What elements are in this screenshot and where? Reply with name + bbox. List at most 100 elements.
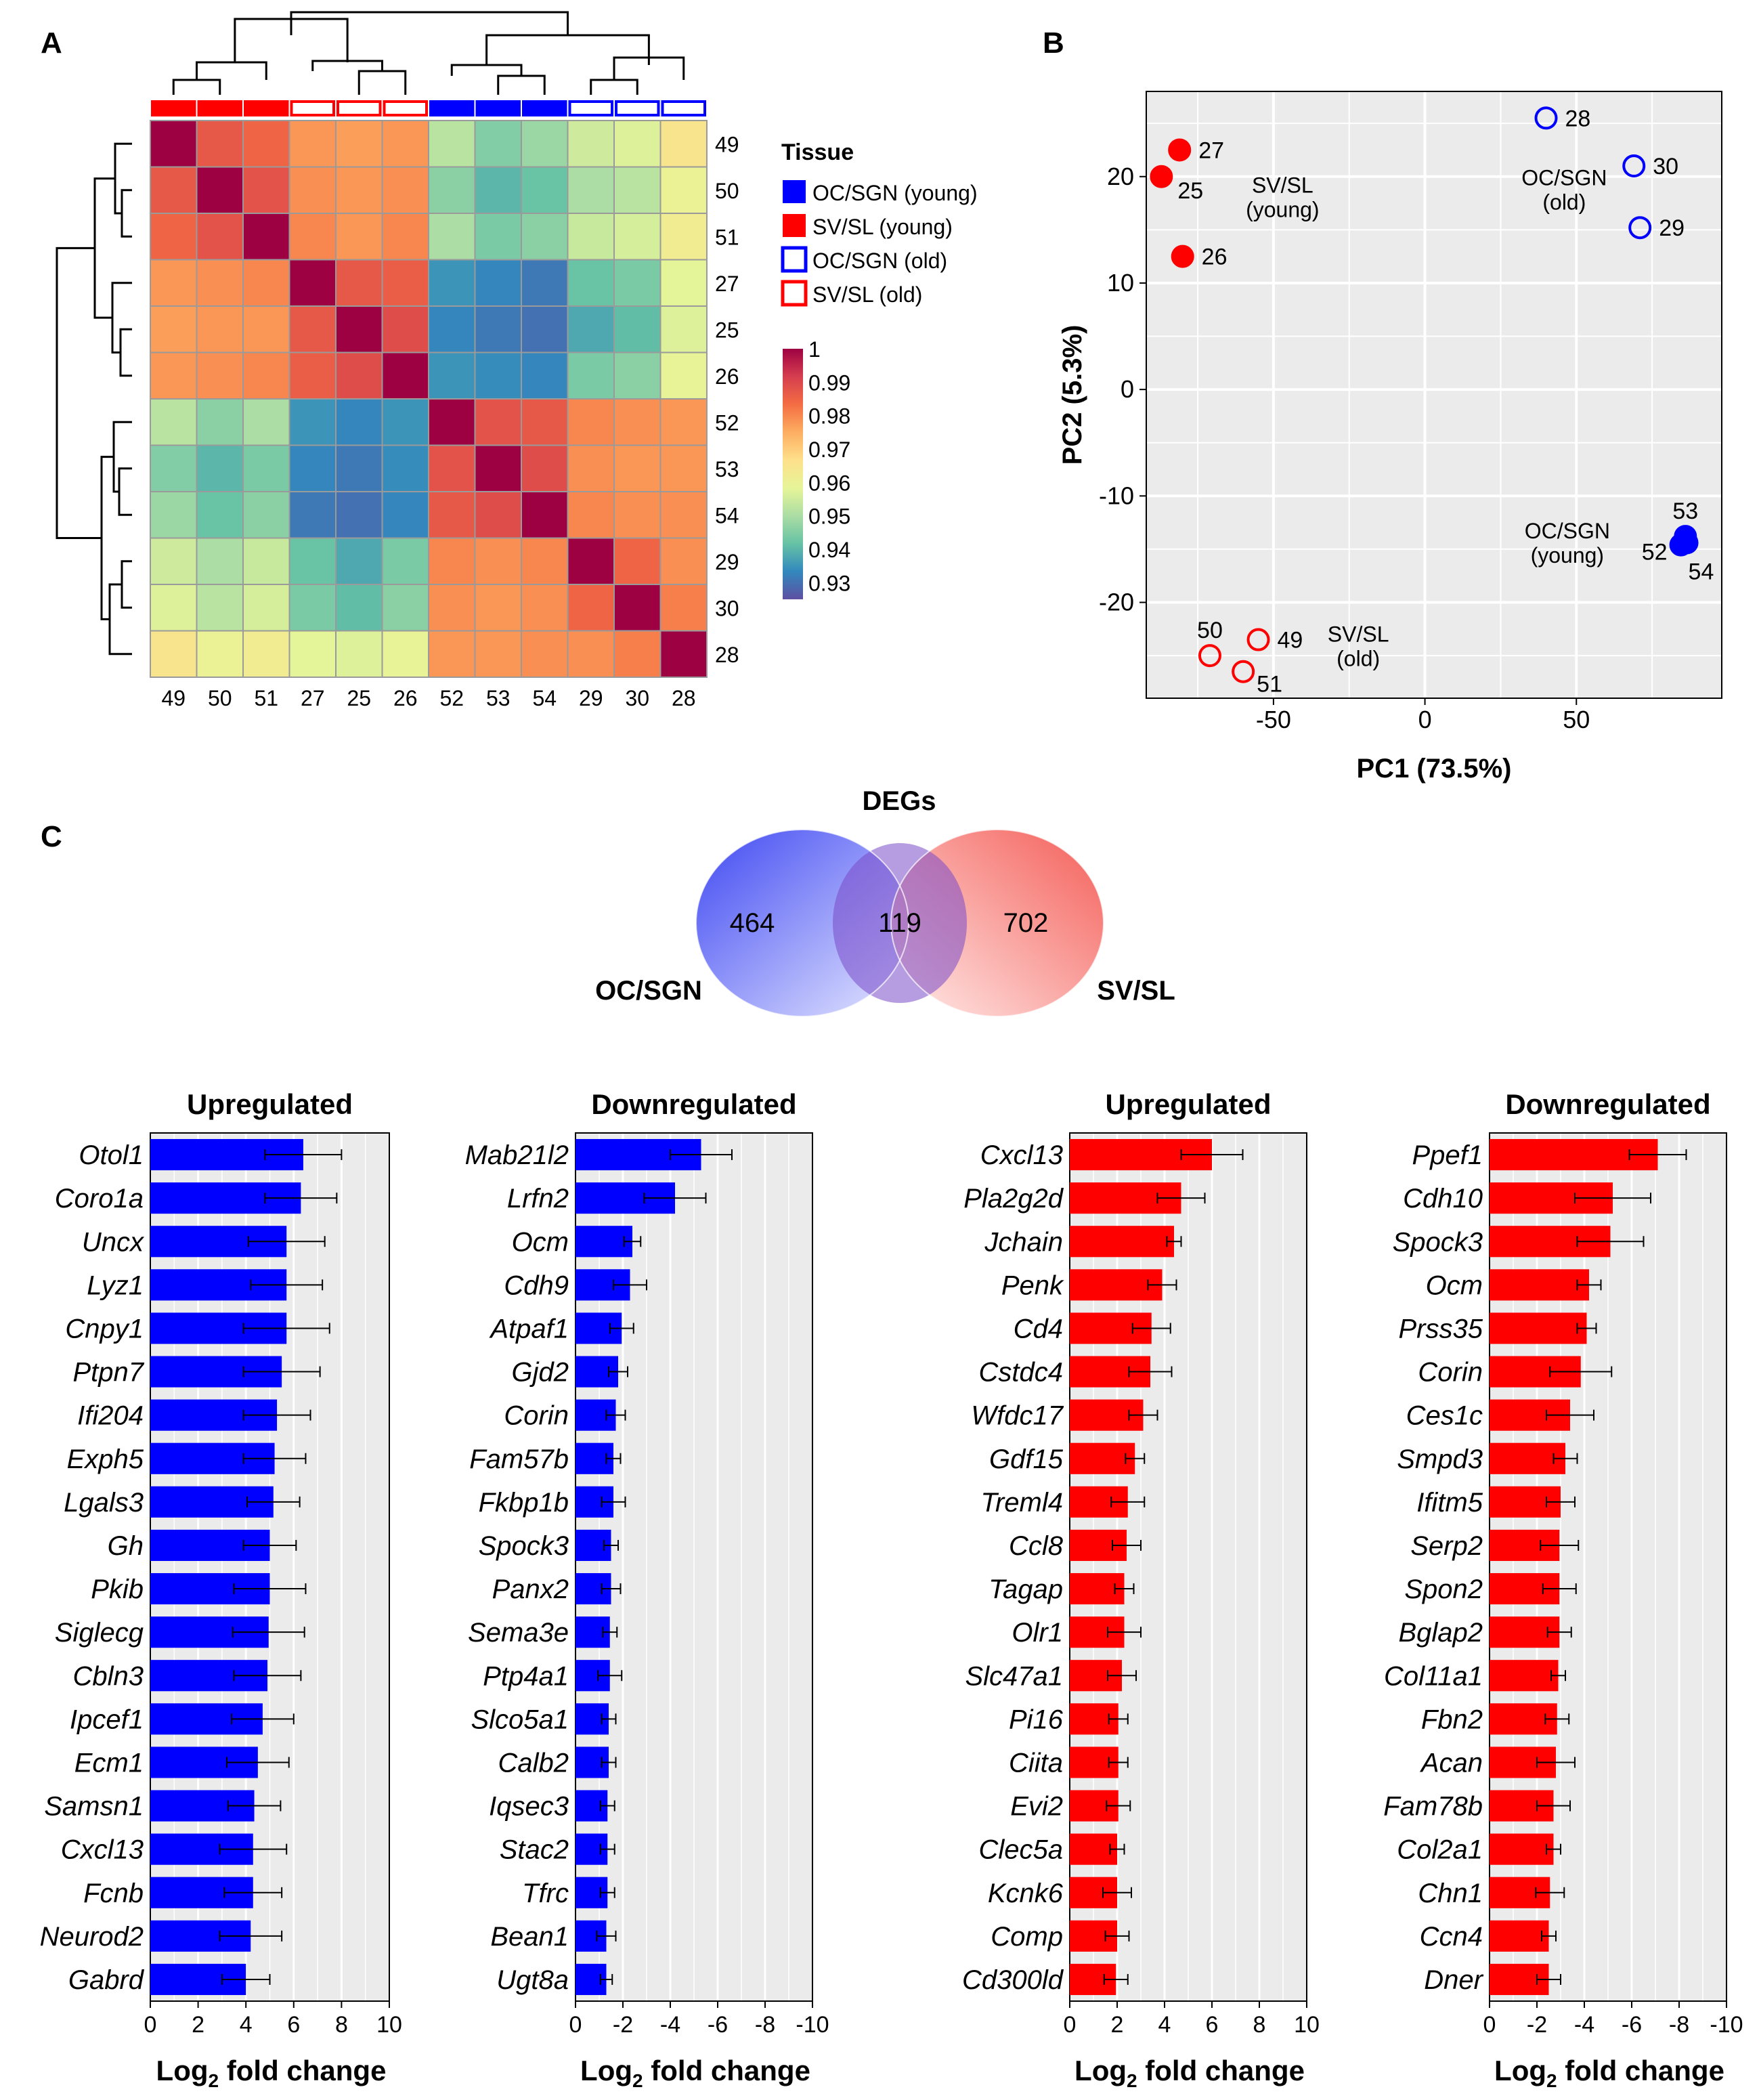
- gene-label: Spock3: [1393, 1227, 1483, 1257]
- color-scale-tick: 0.98: [808, 404, 850, 429]
- pca-point-label: 51: [1257, 672, 1282, 698]
- gene-label: Ecm1: [74, 1748, 144, 1778]
- heatmap-cell: [242, 444, 290, 492]
- heatmap-cell: [242, 351, 290, 400]
- gene-label: Calb2: [498, 1748, 569, 1778]
- heatmap-cell: [567, 351, 615, 400]
- heatmap-cell: [659, 213, 708, 261]
- heatmap-cell: [150, 584, 198, 632]
- tissue-annotation-cell: [475, 100, 521, 116]
- bar-x-tick-label: 0: [1064, 2012, 1077, 2038]
- gene-label: Serp2: [1410, 1531, 1483, 1561]
- heatmap-col-labels: 49 50 51 27 25 26 52 53 54 29 30 28: [161, 686, 695, 710]
- bar: [1490, 1269, 1589, 1301]
- heatmap-cell: [196, 166, 244, 214]
- tissue-annotation-cell: [568, 100, 613, 116]
- heatmap-cell: [428, 630, 476, 678]
- gene-label: Cxcl13: [61, 1835, 144, 1865]
- legend-label: SV/SL (young): [812, 215, 953, 239]
- bar-x-tick-label: 10: [376, 2012, 402, 2038]
- gene-label: Neurod2: [40, 1922, 144, 1952]
- heatmap-cell: [335, 584, 383, 632]
- tissue-annotation-cell: [661, 100, 706, 116]
- bar-x-axis-label: Log2 fold change: [1074, 2055, 1305, 2091]
- panel-letter-a: A: [41, 26, 62, 60]
- heatmap-cell: [242, 630, 290, 678]
- heatmap-cell: [567, 584, 615, 632]
- gene-label: Jchain: [984, 1227, 1063, 1257]
- dendrogram-branch: [172, 79, 221, 95]
- column-dendrogram: [172, 11, 685, 95]
- pca-point-label: 25: [1177, 178, 1203, 204]
- heatmap-cell: [288, 584, 336, 632]
- pca-x-tick-label: 50: [1563, 706, 1590, 733]
- bar-x-tick-label: -8: [755, 2012, 775, 2038]
- gene-label: Ptpn7: [72, 1358, 144, 1388]
- pca-point: [1246, 628, 1270, 651]
- heatmap-row-label: 52: [715, 410, 739, 435]
- heatmap-cell: [474, 537, 522, 585]
- bar-x-tick-label: 6: [1206, 2012, 1219, 2038]
- heatmap-cell: [196, 351, 244, 400]
- heatmap-cell: [381, 584, 429, 632]
- heatmap-col-label: 54: [532, 686, 557, 710]
- gene-label: Ccl8: [1009, 1531, 1064, 1561]
- heatmap-cell: [474, 630, 522, 678]
- heatmap-cell: [381, 305, 429, 353]
- heatmap-col-label: 30: [625, 686, 649, 710]
- heatmap-cell: [150, 491, 198, 539]
- bar-x-tick-label: 6: [287, 2012, 300, 2038]
- gene-label: Iqsec3: [489, 1792, 569, 1822]
- dendrogram-branch: [311, 60, 383, 71]
- pca-group-label: SV/SL: [1252, 173, 1313, 197]
- tissue-annotation-cell: [383, 100, 428, 116]
- bar: [1070, 1833, 1117, 1865]
- heatmap-cell: [659, 166, 708, 214]
- heatmap-cell: [474, 259, 522, 307]
- heatmap-cell: [613, 259, 661, 307]
- bar-x-tick-label: -4: [660, 2012, 680, 2038]
- heatmap-cell: [567, 537, 615, 585]
- heatmap-cell: [567, 120, 615, 168]
- legend-swatch: [783, 180, 806, 203]
- heatmap-cell: [288, 630, 336, 678]
- heatmap-cell: [150, 630, 198, 678]
- bar-chart-title: Downregulated: [1505, 1088, 1710, 1120]
- heatmap-cell: [335, 491, 383, 539]
- bar: [1070, 1226, 1174, 1258]
- heatmap-cell: [150, 166, 198, 214]
- bar-x-tick-label: 2: [1111, 2012, 1124, 2038]
- heatmap-row-label: 26: [715, 364, 739, 389]
- pca-point-label: 27: [1198, 137, 1224, 163]
- gene-label: Atpaf1: [489, 1314, 569, 1344]
- heatmap-cell: [428, 166, 476, 214]
- bar-chart-oc-sgn-up: Upregulated Otol1 Coro1a Uncx Lyz1 Cnpy1 Ptpn7…: [40, 1088, 402, 2091]
- heatmap-cell: [474, 213, 522, 261]
- pca-point: [1534, 106, 1558, 130]
- gene-label: Gabrd: [68, 1965, 145, 1995]
- gene-label: Col11a1: [1384, 1661, 1483, 1691]
- bar-x-tick-label: 8: [335, 2012, 348, 2038]
- heatmap-row-label: 30: [715, 596, 739, 620]
- gene-label: Ocm: [512, 1227, 569, 1257]
- heatmap-cells: [150, 120, 708, 678]
- gene-label: Panx2: [492, 1574, 569, 1604]
- gene-label: Lgals3: [64, 1488, 144, 1518]
- heatmap-cell: [288, 444, 336, 492]
- color-scale-bar: 1 0.99 0.98 0.97 0.96 0.95 0.94 0.93: [783, 337, 850, 599]
- bar: [1490, 1660, 1559, 1692]
- pca-y-tick-label: 20: [1107, 163, 1134, 190]
- dendrogram-branch: [450, 64, 523, 76]
- heatmap-cell: [150, 259, 198, 307]
- heatmap-cell: [659, 630, 708, 678]
- heatmap-cell: [196, 444, 244, 492]
- heatmap-cell: [428, 213, 476, 261]
- gene-label: Ciita: [1009, 1748, 1063, 1778]
- venn-label-oc-sgn: OC/SGN: [595, 976, 702, 1006]
- heatmap-cell: [613, 491, 661, 539]
- bar: [1070, 1269, 1163, 1301]
- heatmap-cell: [335, 259, 383, 307]
- heatmap-cell: [150, 398, 198, 446]
- heatmap-cell: [613, 305, 661, 353]
